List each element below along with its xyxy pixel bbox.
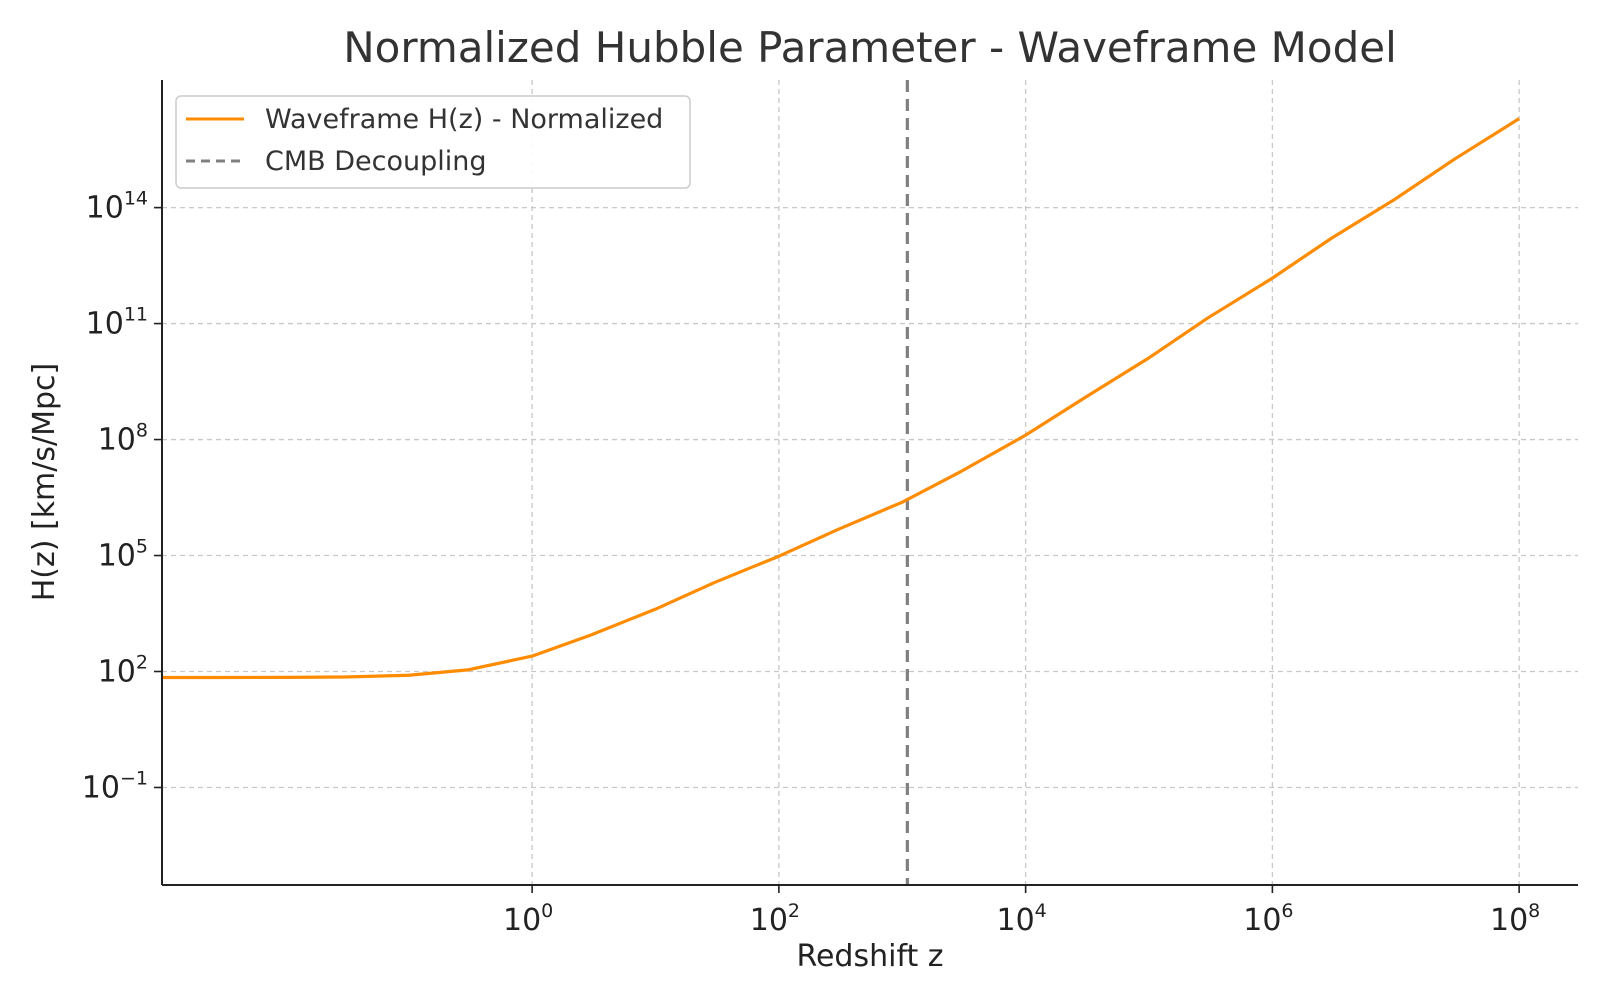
x-tick-label: 104 [996,900,1046,938]
x-tick-label: 106 [1243,900,1293,938]
legend: Waveframe H(z) - Normalized CMB Decoupli… [175,95,691,189]
x-ticks: 100 102 104 106 108 [503,885,1540,938]
legend-label-cmb: CMB Decoupling [265,146,487,177]
waveframe-hz-line [162,117,1520,680]
x-tick-label: 102 [750,900,800,938]
x-tick-label: 108 [1490,900,1540,938]
y-ticks: 10−1 102 105 108 1011 1014 [82,188,162,805]
grid-lines [162,80,1578,885]
y-tick-label: 105 [98,536,148,574]
x-axis-label: Redshift z [796,939,943,974]
y-tick-label: 1014 [86,188,148,226]
axes [161,80,1578,886]
x-tick-label: 100 [503,900,553,938]
y-axis-label: H(z) [km/s/Mpc] [27,363,62,602]
y-tick-label: 102 [98,651,148,689]
series-layer [162,117,1520,680]
y-tick-label: 108 [98,420,148,458]
y-tick-label: 1011 [86,304,148,342]
legend-label-waveframe: Waveframe H(z) - Normalized [265,104,663,135]
chart-title: Normalized Hubble Parameter - Waveframe … [343,23,1397,72]
legend-box [175,95,691,189]
y-tick-label: 10−1 [82,767,148,805]
